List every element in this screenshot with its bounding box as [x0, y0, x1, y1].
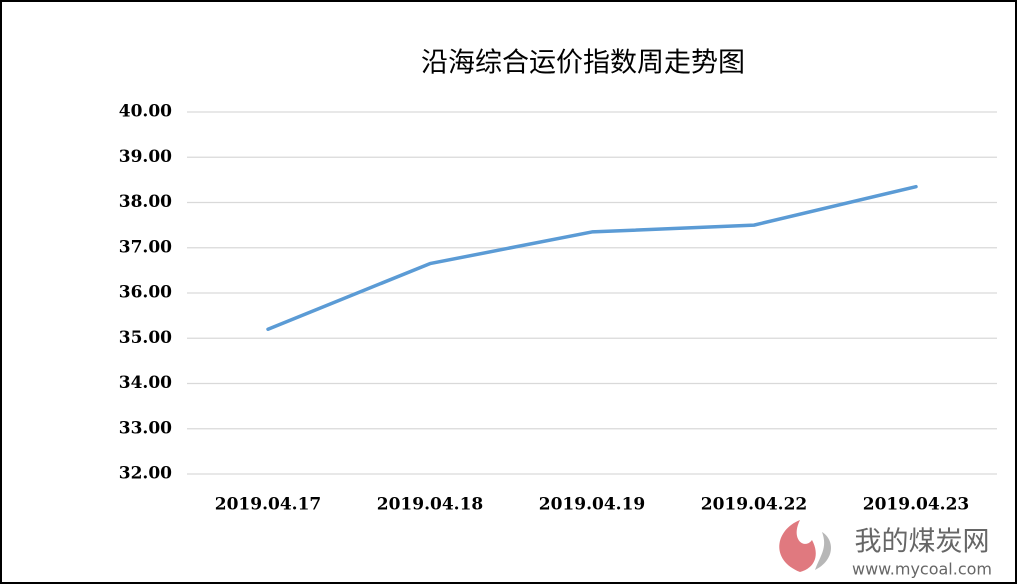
x-tick-label: 2019.04.18	[377, 495, 483, 515]
y-tick-label: 38.00	[119, 192, 172, 212]
watermark-logo: 我的煤炭网 www.mycoal.com	[779, 520, 992, 579]
logo-flame	[815, 532, 832, 570]
y-tick-label: 36.00	[119, 283, 172, 303]
y-tick-label: 33.00	[119, 418, 172, 438]
x-tick-label: 2019.04.23	[863, 495, 969, 515]
y-tick-label: 35.00	[119, 328, 172, 348]
watermark-url: www.mycoal.com	[852, 560, 992, 579]
chart-title: 沿海综合运价指数周走势图	[421, 48, 745, 79]
x-tick-label: 2019.04.19	[539, 495, 645, 515]
logo-flame	[779, 520, 816, 572]
y-tick-label: 37.00	[119, 237, 172, 257]
y-tick-label: 34.00	[119, 373, 172, 393]
watermark-name: 我的煤炭网	[855, 527, 990, 558]
x-tick-label: 2019.04.17	[215, 495, 321, 515]
y-tick-label: 32.00	[119, 464, 172, 484]
y-tick-label: 39.00	[119, 147, 172, 167]
y-tick-label: 40.00	[119, 102, 172, 122]
data-line	[266, 184, 918, 331]
x-tick-label: 2019.04.22	[701, 495, 807, 515]
